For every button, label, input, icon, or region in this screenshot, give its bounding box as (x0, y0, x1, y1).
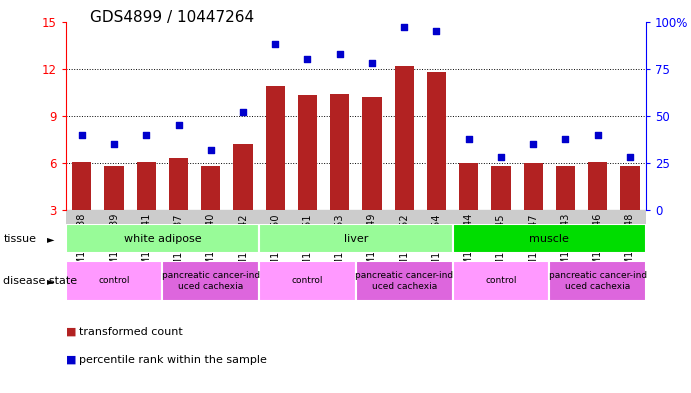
Point (141, 132, 152, 138)
Text: percentile rank within the sample: percentile rank within the sample (79, 354, 267, 365)
Point (431, 28, 442, 34)
Bar (395, 66, 414, 257)
Bar (137, 162, 156, 257)
Bar (298, 95, 317, 257)
Bar (66, 261, 162, 301)
Point (528, 141, 539, 147)
Point (269, 41, 281, 48)
Point (238, 109, 249, 115)
Bar (556, 166, 575, 257)
Bar (162, 261, 259, 301)
Bar (356, 261, 453, 301)
Text: pancreatic cancer-ind
uced cachexia: pancreatic cancer-ind uced cachexia (355, 271, 453, 291)
Bar (259, 224, 453, 253)
Point (76, 132, 87, 138)
Text: GDS4899 / 10447264: GDS4899 / 10447264 (90, 10, 254, 25)
Bar (259, 261, 356, 301)
Bar (201, 166, 220, 257)
Point (399, 24, 410, 30)
Bar (234, 144, 253, 257)
Bar (588, 162, 607, 257)
Bar (169, 158, 188, 257)
Text: ■: ■ (66, 354, 76, 365)
Text: pancreatic cancer-ind
uced cachexia: pancreatic cancer-ind uced cachexia (549, 271, 647, 291)
Text: disease state: disease state (3, 276, 77, 286)
Text: transformed count: transformed count (79, 327, 183, 337)
Bar (453, 224, 646, 253)
Text: control: control (98, 277, 130, 285)
Point (463, 136, 474, 142)
Bar (491, 166, 511, 257)
Bar (104, 166, 124, 257)
Text: liver: liver (343, 234, 368, 244)
Bar (66, 224, 259, 253)
Bar (459, 163, 478, 257)
Point (173, 122, 184, 129)
Point (302, 56, 313, 62)
Bar (265, 86, 285, 257)
Point (495, 154, 507, 161)
Text: muscle: muscle (529, 234, 569, 244)
Text: tissue: tissue (3, 234, 37, 244)
Point (560, 136, 571, 142)
Text: control: control (485, 277, 517, 285)
Point (108, 141, 120, 147)
Point (625, 154, 636, 161)
Bar (549, 261, 646, 301)
Text: ►: ► (47, 276, 55, 286)
Bar (72, 162, 91, 257)
Text: ■: ■ (66, 327, 76, 337)
Bar (330, 94, 350, 257)
Bar (453, 261, 549, 301)
Point (205, 147, 216, 153)
Bar (524, 163, 543, 257)
Text: control: control (292, 277, 323, 285)
Text: ►: ► (47, 234, 55, 244)
Point (592, 132, 603, 138)
Text: white adipose: white adipose (124, 234, 201, 244)
Point (334, 51, 346, 57)
Bar (362, 97, 381, 257)
Bar (427, 72, 446, 257)
Bar (621, 166, 640, 257)
Text: pancreatic cancer-ind
uced cachexia: pancreatic cancer-ind uced cachexia (162, 271, 260, 291)
Point (366, 60, 377, 66)
